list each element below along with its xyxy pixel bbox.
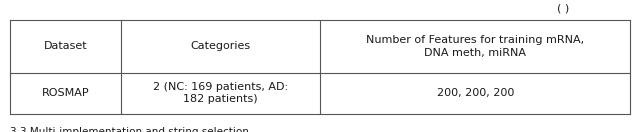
Text: ROSMAP: ROSMAP <box>42 88 90 98</box>
Text: 200, 200, 200: 200, 200, 200 <box>436 88 514 98</box>
Text: ( ): ( ) <box>557 4 570 14</box>
Text: Number of Features for training mRNA,
DNA meth, miRNA: Number of Features for training mRNA, DN… <box>366 35 584 58</box>
Text: Dataset: Dataset <box>44 41 87 51</box>
Text: 3.3 Multi-implementation and string selection: 3.3 Multi-implementation and string sele… <box>10 127 248 132</box>
Text: Categories: Categories <box>191 41 251 51</box>
Text: 2 (NC: 169 patients, AD:
182 patients): 2 (NC: 169 patients, AD: 182 patients) <box>153 82 288 104</box>
